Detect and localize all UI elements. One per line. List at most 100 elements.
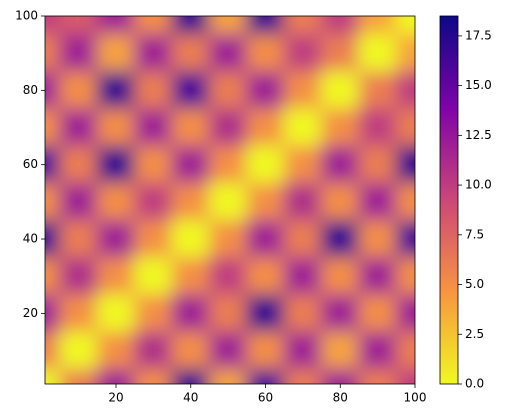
heat-cell bbox=[171, 219, 210, 259]
heat-cell bbox=[59, 182, 98, 221]
heat-cell bbox=[283, 182, 323, 221]
heat-cell bbox=[96, 16, 136, 36]
y-tick-label: 40 bbox=[23, 232, 38, 246]
heat-cell bbox=[395, 71, 415, 110]
heat-cell bbox=[321, 368, 360, 384]
heat-cell bbox=[171, 108, 210, 147]
heat-cell bbox=[321, 108, 360, 147]
heat-cell bbox=[171, 34, 210, 73]
heat-cell bbox=[171, 257, 210, 296]
colorbar-tick-label: 17.5 bbox=[465, 28, 492, 42]
heat-cell bbox=[171, 368, 210, 384]
heat-cell bbox=[321, 16, 360, 36]
heat-cell bbox=[208, 257, 248, 296]
heat-cell bbox=[321, 294, 360, 333]
y-tick-label: 80 bbox=[23, 83, 38, 97]
heat-cell bbox=[134, 108, 173, 147]
heat-cell bbox=[45, 145, 61, 184]
heat-cell bbox=[395, 257, 415, 296]
heat-cell bbox=[171, 16, 210, 36]
heat-cell bbox=[283, 108, 323, 147]
plot-frame bbox=[44, 15, 416, 385]
heat-cell bbox=[358, 368, 397, 384]
heat-cell bbox=[134, 16, 173, 36]
heat-cell bbox=[321, 331, 360, 370]
heat-cell bbox=[283, 331, 323, 370]
heat-cell bbox=[45, 294, 61, 333]
heat-cell bbox=[59, 71, 98, 110]
heat-cell bbox=[134, 71, 173, 110]
heat-cell bbox=[321, 34, 360, 73]
heat-cell bbox=[59, 331, 98, 370]
heat-cell bbox=[45, 182, 61, 221]
heat-cell bbox=[395, 16, 415, 36]
heat-cell bbox=[246, 145, 285, 184]
heat-cell bbox=[171, 145, 210, 184]
heat-cell bbox=[395, 145, 415, 184]
heat-cell bbox=[171, 331, 210, 370]
heatmap bbox=[45, 16, 415, 384]
heat-cell bbox=[395, 108, 415, 147]
heat-cell bbox=[246, 71, 285, 110]
colorbar-tick-label: 7.5 bbox=[465, 227, 484, 241]
heat-cell bbox=[96, 294, 136, 333]
heat-cell bbox=[45, 331, 61, 370]
heat-cell bbox=[208, 294, 248, 333]
heat-cell bbox=[358, 108, 397, 147]
colorbar-tick-label: 2.5 bbox=[465, 327, 484, 341]
heat-cell bbox=[283, 219, 323, 259]
heat-cell bbox=[45, 257, 61, 296]
heat-cell bbox=[246, 257, 285, 296]
heat-cell bbox=[45, 219, 61, 259]
heat-cell bbox=[358, 16, 397, 36]
heat-cell bbox=[59, 34, 98, 73]
heat-cell bbox=[208, 368, 248, 384]
heat-cell bbox=[59, 257, 98, 296]
heat-cell bbox=[96, 182, 136, 221]
heat-cell bbox=[246, 108, 285, 147]
heat-cell bbox=[134, 294, 173, 333]
heat-cell bbox=[395, 182, 415, 221]
heat-cell bbox=[358, 182, 397, 221]
heat-cell bbox=[395, 34, 415, 73]
heat-cell bbox=[358, 71, 397, 110]
heat-cell bbox=[134, 182, 173, 221]
heat-cell bbox=[395, 368, 415, 384]
colorbar-tick-label: 15.0 bbox=[465, 78, 492, 92]
colorbar-tick-label: 10.0 bbox=[465, 178, 492, 192]
heat-cell bbox=[358, 257, 397, 296]
heat-cell bbox=[208, 219, 248, 259]
heat-cell bbox=[96, 34, 136, 73]
heat-cell bbox=[246, 368, 285, 384]
heat-cell bbox=[246, 219, 285, 259]
y-tick-label: 60 bbox=[23, 157, 38, 171]
x-tick-label: 20 bbox=[108, 391, 123, 405]
colorbar-tick-label: 0.0 bbox=[465, 377, 484, 391]
heat-cell bbox=[134, 145, 173, 184]
heat-cell bbox=[208, 108, 248, 147]
x-tick-label: 60 bbox=[258, 391, 273, 405]
heat-cell bbox=[358, 331, 397, 370]
heat-cell bbox=[321, 257, 360, 296]
heat-cell bbox=[134, 331, 173, 370]
heat-cell bbox=[59, 294, 98, 333]
heat-cell bbox=[246, 16, 285, 36]
heat-cell bbox=[45, 108, 61, 147]
heat-cell bbox=[395, 219, 415, 259]
heat-cell bbox=[283, 145, 323, 184]
colorbar-tick-label: 12.5 bbox=[465, 128, 492, 142]
heat-cell bbox=[358, 294, 397, 333]
heat-cell bbox=[134, 368, 173, 384]
heat-cell bbox=[283, 71, 323, 110]
heat-cell bbox=[134, 219, 173, 259]
heat-cell bbox=[45, 71, 61, 110]
heat-cell bbox=[321, 71, 360, 110]
heat-cell bbox=[45, 16, 61, 36]
heat-cell bbox=[59, 145, 98, 184]
x-tick-label: 100 bbox=[404, 391, 427, 405]
heat-cell bbox=[246, 34, 285, 73]
heat-cell bbox=[134, 257, 173, 296]
colorbar-tick-label: 5.0 bbox=[465, 277, 484, 291]
heat-cell bbox=[208, 16, 248, 36]
